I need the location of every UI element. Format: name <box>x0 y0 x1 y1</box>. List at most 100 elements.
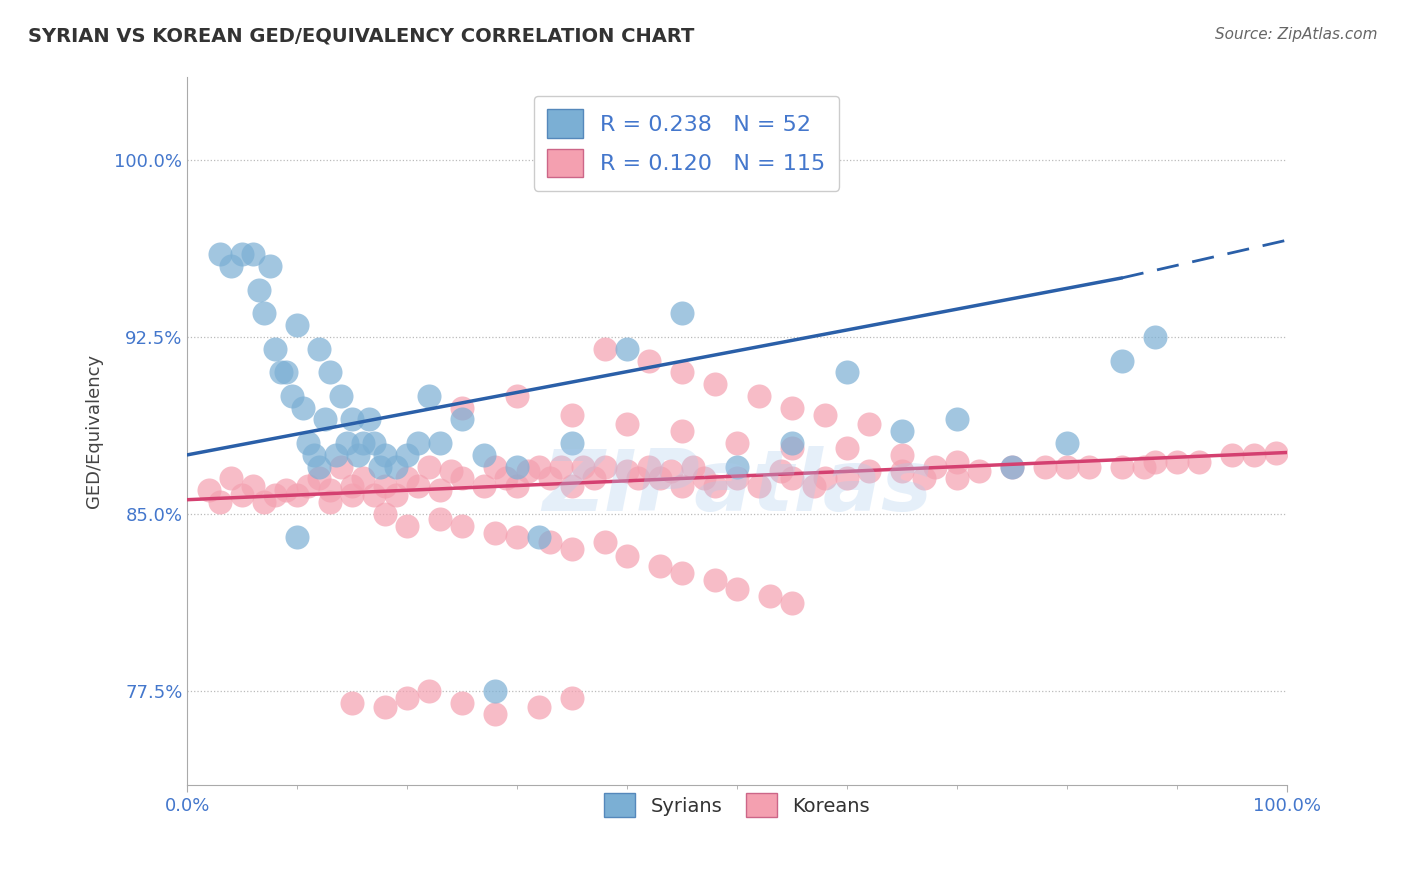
Point <box>704 478 727 492</box>
Point <box>319 495 342 509</box>
Point <box>253 495 276 509</box>
Point <box>374 700 396 714</box>
Text: ZIPatlas: ZIPatlas <box>541 446 932 529</box>
Point <box>330 459 353 474</box>
Point <box>276 365 298 379</box>
Point <box>314 412 336 426</box>
Point <box>506 531 529 545</box>
Point <box>451 696 474 710</box>
Point <box>209 495 232 509</box>
Text: Source: ZipAtlas.com: Source: ZipAtlas.com <box>1215 27 1378 42</box>
Point <box>725 471 748 485</box>
Point <box>725 582 748 597</box>
Point <box>385 459 408 474</box>
Point <box>912 471 935 485</box>
Point <box>319 483 342 498</box>
Point <box>671 365 693 379</box>
Point <box>748 478 770 492</box>
Point <box>780 597 803 611</box>
Point <box>627 471 650 485</box>
Point <box>814 471 837 485</box>
Point <box>253 306 276 320</box>
Point <box>561 690 583 705</box>
Point <box>406 436 429 450</box>
Point <box>484 459 506 474</box>
Point <box>616 549 638 564</box>
Point <box>946 455 969 469</box>
Point <box>340 478 363 492</box>
Point <box>616 464 638 478</box>
Point <box>264 488 287 502</box>
Point <box>506 459 529 474</box>
Point <box>198 483 221 498</box>
Point <box>440 464 463 478</box>
Point <box>748 389 770 403</box>
Point <box>671 566 693 580</box>
Point <box>561 408 583 422</box>
Point <box>946 471 969 485</box>
Point <box>1111 353 1133 368</box>
Point <box>1001 459 1024 474</box>
Point <box>374 478 396 492</box>
Point <box>396 448 419 462</box>
Point <box>835 365 858 379</box>
Point <box>1111 459 1133 474</box>
Point <box>368 459 391 474</box>
Point <box>1001 459 1024 474</box>
Point <box>1132 459 1154 474</box>
Point <box>1243 448 1265 462</box>
Point <box>659 464 682 478</box>
Point <box>209 247 232 261</box>
Point <box>308 471 330 485</box>
Y-axis label: GED/Equivalency: GED/Equivalency <box>86 354 103 508</box>
Point <box>506 478 529 492</box>
Point <box>451 401 474 415</box>
Point <box>406 478 429 492</box>
Point <box>231 247 253 261</box>
Point <box>385 488 408 502</box>
Point <box>396 690 419 705</box>
Point <box>538 471 561 485</box>
Point <box>308 342 330 356</box>
Point <box>583 471 606 485</box>
Point <box>671 306 693 320</box>
Point <box>242 478 264 492</box>
Point <box>858 464 880 478</box>
Legend: Syrians, Koreans: Syrians, Koreans <box>596 786 877 825</box>
Point <box>302 448 325 462</box>
Point <box>517 464 540 478</box>
Point <box>1264 445 1286 459</box>
Point <box>297 436 319 450</box>
Point <box>396 518 419 533</box>
Point <box>616 417 638 432</box>
Point <box>352 471 374 485</box>
Point <box>1220 448 1243 462</box>
Point <box>418 683 440 698</box>
Point <box>451 471 474 485</box>
Point <box>1143 330 1166 344</box>
Point <box>693 471 716 485</box>
Text: SYRIAN VS KOREAN GED/EQUIVALENCY CORRELATION CHART: SYRIAN VS KOREAN GED/EQUIVALENCY CORRELA… <box>28 27 695 45</box>
Point <box>472 448 495 462</box>
Point <box>946 412 969 426</box>
Point <box>297 478 319 492</box>
Point <box>780 401 803 415</box>
Point <box>506 389 529 403</box>
Point <box>396 471 419 485</box>
Point <box>270 365 292 379</box>
Point <box>484 683 506 698</box>
Point <box>280 389 302 403</box>
Point <box>682 459 704 474</box>
Point <box>346 448 368 462</box>
Point <box>769 464 792 478</box>
Point <box>495 471 517 485</box>
Point <box>890 464 912 478</box>
Point <box>890 424 912 438</box>
Point <box>780 436 803 450</box>
Point <box>242 247 264 261</box>
Point <box>285 318 308 332</box>
Point <box>890 448 912 462</box>
Point <box>484 707 506 722</box>
Point <box>671 478 693 492</box>
Point <box>429 483 451 498</box>
